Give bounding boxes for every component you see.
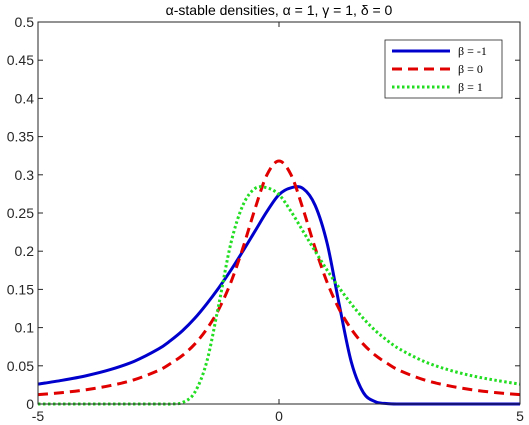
x-tick-label: -5 bbox=[32, 408, 45, 424]
legend-label-1: β = -1 bbox=[458, 44, 487, 58]
y-tick-label: 0.2 bbox=[15, 243, 35, 259]
y-tick-label: 0.25 bbox=[7, 205, 34, 221]
y-tick-label: 0 bbox=[26, 396, 34, 412]
legend-label-2: β = 0 bbox=[458, 62, 483, 76]
y-tick-label: 0.15 bbox=[7, 281, 34, 297]
x-tick-label: 0 bbox=[275, 408, 283, 424]
y-tick-label: 0.3 bbox=[15, 167, 35, 183]
y-tick-label: 0.4 bbox=[15, 90, 35, 106]
y-tick-label: 0.5 bbox=[15, 14, 35, 30]
tick-layer: -5 0 500.050.10.150.20.250.30.350.40.450.5 bbox=[7, 14, 524, 424]
y-tick-label: 0.45 bbox=[7, 52, 34, 68]
x-tick-label: 5 bbox=[516, 408, 524, 424]
legend: β = -1 β = 0 β = 1 bbox=[384, 39, 503, 99]
legend-label-3: β = 1 bbox=[458, 80, 483, 94]
y-tick-label: 0.05 bbox=[7, 358, 34, 374]
chart-title: α-stable densities, α = 1, γ = 1, δ = 0 bbox=[166, 2, 393, 18]
y-tick-label: 0.1 bbox=[15, 320, 35, 336]
series-line-2 bbox=[37, 159, 521, 397]
y-tick-label: 0.35 bbox=[7, 129, 34, 145]
